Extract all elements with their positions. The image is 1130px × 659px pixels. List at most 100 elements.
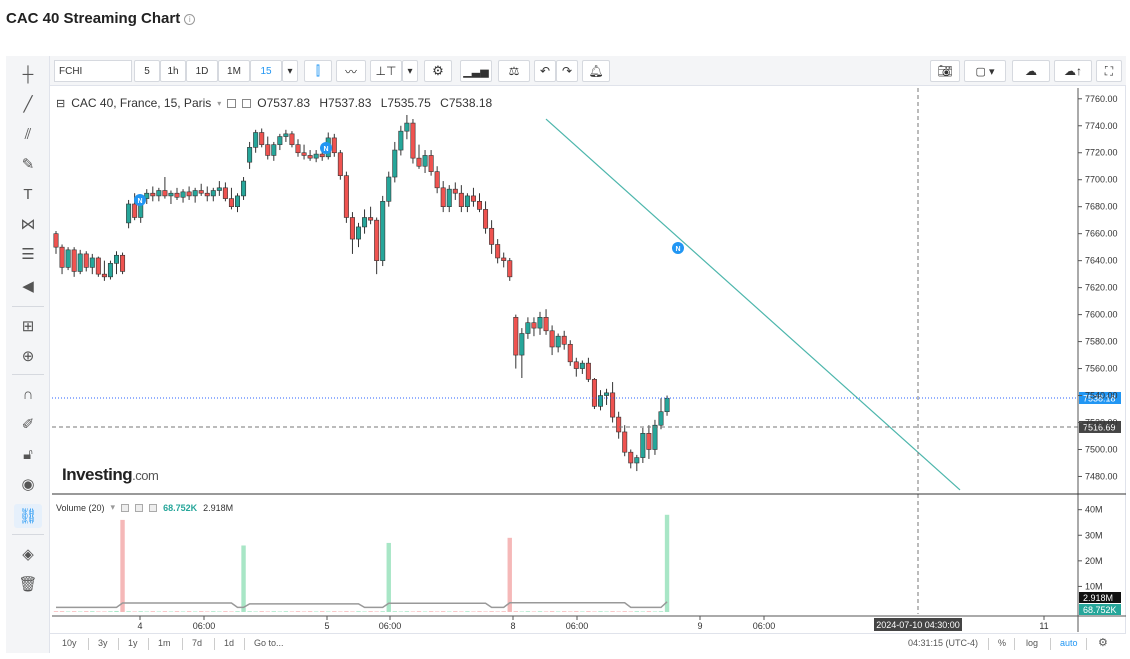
time-tick-label: 9	[697, 621, 702, 631]
volume-hide-icon[interactable]	[135, 503, 144, 512]
cloud-load-icon[interactable]: ☁	[1012, 60, 1050, 82]
volume-settings-icon[interactable]	[121, 503, 130, 512]
log-toggle[interactable]: log	[1026, 638, 1039, 648]
back-arrow-icon[interactable]: ◀	[22, 278, 34, 295]
line-type-icon[interactable]: 〰	[336, 60, 366, 82]
eye-icon[interactable]: ◉	[21, 476, 35, 493]
auto-toggle[interactable]: auto	[1060, 638, 1078, 648]
price-tick-label: 7540.00	[1085, 391, 1118, 401]
chart-type-dropdown-icon[interactable]: ▾	[402, 60, 418, 82]
trendline-icon[interactable]: ╱	[23, 96, 33, 113]
info-icon[interactable]: i	[184, 14, 196, 25]
volume-bar	[428, 611, 434, 612]
candle-body	[107, 263, 113, 278]
candle-body	[355, 226, 361, 240]
crosshair-icon[interactable]: ┼	[22, 65, 34, 83]
volume-bar	[392, 611, 397, 612]
interval-15-button[interactable]: 15	[250, 60, 282, 82]
redo-icon[interactable]: ↷	[556, 60, 578, 82]
volume-bar	[53, 611, 59, 612]
candle-body	[168, 192, 174, 197]
candle-body	[495, 244, 501, 259]
layout-select-icon[interactable]: ▢ ▾	[964, 60, 1006, 82]
crosshair-price-label: 7516.69	[1083, 422, 1116, 432]
indicators-icon[interactable]: ▁▃▅	[460, 60, 492, 82]
volume-bar	[628, 611, 633, 612]
interval-dropdown-icon[interactable]: ▾	[282, 60, 298, 82]
legend-settings-icon[interactable]	[227, 98, 237, 108]
candle-body	[307, 155, 313, 159]
candle-body	[634, 457, 640, 464]
alert-bell-icon[interactable]: 🔔︎	[582, 60, 610, 82]
range-1m-button[interactable]: 1m	[158, 638, 171, 648]
crosshair-price-badge	[1079, 420, 1121, 433]
volume-bar	[332, 611, 337, 612]
interval-1h-button[interactable]: 1h	[160, 60, 186, 82]
price-tick-label: 7640.00	[1085, 256, 1118, 266]
parallel-channel-icon[interactable]: ⫽	[24, 125, 32, 143]
lock-icon[interactable]: 🔓︎	[23, 445, 33, 463]
collapse-legend-icon[interactable]: ⊟	[56, 97, 66, 110]
volume-badge-1	[1079, 592, 1121, 603]
volume-bar	[507, 537, 512, 612]
interval-1d-button[interactable]: 1D	[186, 60, 218, 82]
range-3y-button[interactable]: 3y	[98, 638, 108, 648]
layers-icon[interactable]: ◈	[22, 546, 34, 563]
settings-gear-icon[interactable]: ⚙	[424, 60, 452, 82]
volume-bar	[132, 611, 137, 612]
volume-bar	[259, 611, 264, 612]
goto-button[interactable]: Go to...	[254, 638, 284, 648]
interval-1m-button[interactable]: 1M	[218, 60, 250, 82]
candle-body	[664, 397, 670, 413]
volume-bar	[592, 611, 597, 612]
zoom-in-icon[interactable]: ⊕	[21, 348, 35, 365]
volume-bar	[156, 611, 162, 612]
volume-bar	[289, 611, 295, 612]
range-1d-button[interactable]: 1d	[224, 638, 235, 648]
candle-body	[531, 322, 537, 329]
volume-legend-label[interactable]: Volume (20)	[56, 502, 105, 513]
volume-bar	[162, 611, 168, 612]
measure-icon[interactable]: ⊞	[21, 318, 35, 335]
range-10y-button[interactable]: 10y	[62, 638, 77, 648]
candle-type-icon[interactable]: ⫿	[304, 60, 332, 82]
candle-body	[95, 257, 101, 275]
legend-hide-icon[interactable]	[242, 98, 252, 108]
volume-bar	[398, 611, 404, 612]
volume-dropdown-icon[interactable]: ▾	[110, 502, 116, 512]
text-tool-icon[interactable]: T	[23, 185, 33, 203]
symbol-input[interactable]	[54, 60, 132, 82]
volume-bar	[59, 611, 65, 612]
bar-type-icon[interactable]: ⊥⊤	[370, 60, 402, 82]
volume-close-icon[interactable]	[149, 503, 158, 512]
candle-body	[464, 195, 470, 207]
volume-bar	[108, 611, 113, 612]
volume-bar	[356, 611, 361, 612]
fullscreen-icon[interactable]: ⛶	[1096, 60, 1122, 82]
lock-drawing-icon[interactable]: ✐	[21, 416, 35, 433]
interval-5-button[interactable]: 5	[134, 60, 160, 82]
price-tick-label: 7620.00	[1085, 283, 1118, 293]
scale-settings-icon[interactable]: ⚙	[1098, 637, 1108, 649]
cloud-save-icon[interactable]: ☁↑	[1054, 60, 1092, 82]
magnet-icon[interactable]: ∩	[22, 385, 34, 403]
crosshair-time-badge	[874, 618, 962, 631]
fibonacci-icon[interactable]: ☰	[21, 246, 35, 263]
volume-bar	[102, 611, 107, 612]
news-marker-label: N	[323, 146, 328, 153]
link-icon[interactable]: ⛓︎	[14, 504, 42, 528]
pattern-icon[interactable]: ⋈	[20, 216, 36, 233]
range-1y-button[interactable]: 1y	[128, 638, 138, 648]
compare-scale-icon[interactable]: ⚖	[498, 60, 530, 82]
legend-symbol-name[interactable]: CAC 40, France, 15, Paris	[71, 96, 212, 110]
undo-icon[interactable]: ↶	[534, 60, 556, 82]
percent-toggle[interactable]: %	[998, 638, 1007, 648]
trash-icon[interactable]: 🗑︎	[18, 576, 38, 593]
time-tick-label: 06:00	[379, 621, 402, 631]
price-tick-label: 7580.00	[1085, 337, 1118, 347]
legend-dropdown-icon[interactable]: ▾	[217, 98, 222, 108]
camera-icon[interactable]: 📷︎	[930, 60, 960, 82]
brush-icon[interactable]: ✎	[21, 156, 35, 173]
range-7d-button[interactable]: 7d	[192, 638, 203, 648]
